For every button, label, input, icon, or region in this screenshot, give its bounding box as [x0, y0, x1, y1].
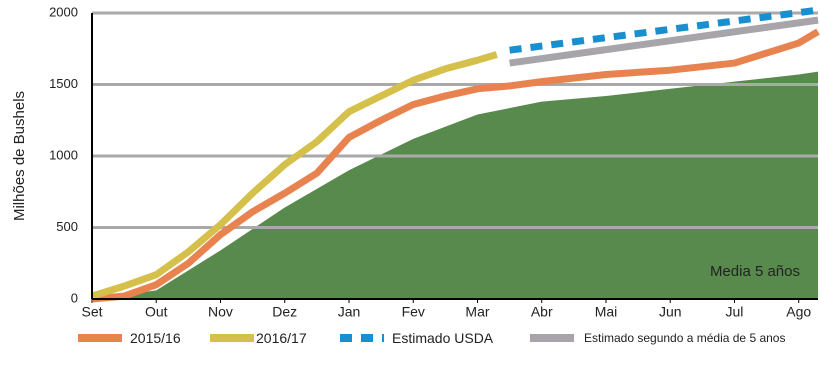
y-tick-label: 500	[56, 219, 78, 234]
series-line	[90, 51, 498, 300]
series-line	[509, 16, 819, 67]
area	[92, 71, 818, 299]
y-tick-label: 2000	[49, 4, 78, 19]
legend-label: Estimado USDA	[392, 330, 494, 346]
annotation: Media 5 años	[710, 263, 800, 280]
y-tick-label: 0	[71, 290, 78, 305]
y-axis-label: Milhões de Bushels	[11, 91, 28, 221]
legend-label: 2016/17	[256, 330, 307, 346]
series-line	[91, 28, 820, 303]
y-tick-label: 1000	[49, 147, 78, 162]
x-tick-label: Set	[81, 304, 102, 320]
x-tick-label: Out	[145, 304, 168, 320]
x-tick-label: Fev	[402, 304, 425, 320]
legend-swatch	[210, 334, 254, 342]
x-tick-label: Mai	[595, 304, 618, 320]
x-tick-label: Nov	[208, 304, 233, 320]
legend-swatch	[340, 334, 384, 342]
legend-swatch	[78, 334, 122, 342]
legend-label: 2015/16	[130, 330, 181, 346]
y-tick-label: 1500	[49, 76, 78, 91]
x-tick-label: Jul	[726, 304, 744, 320]
x-tick-label: Abr	[531, 304, 553, 320]
x-tick-label: Ago	[786, 304, 811, 320]
legend-label: Estimado segundo a média de 5 anos	[584, 331, 786, 345]
x-tick-label: Mar	[465, 304, 489, 320]
x-tick-label: Dez	[272, 304, 297, 320]
x-tick-label: Jan	[338, 304, 361, 320]
series-line	[509, 6, 819, 54]
legend-swatch	[530, 334, 574, 342]
chart: Milhões de Bushels 0 500 1000 1500 2000 Set Ou…	[11, 4, 820, 320]
x-tick-label: Jun	[659, 304, 682, 320]
